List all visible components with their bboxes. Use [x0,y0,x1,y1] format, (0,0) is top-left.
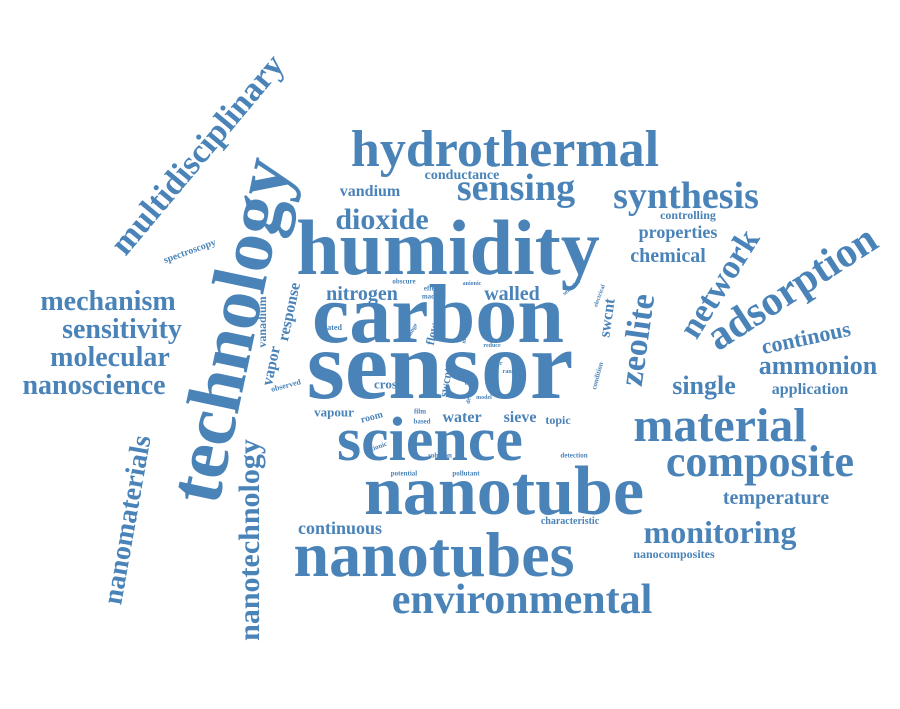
word-swcnt: swcnt [597,298,618,339]
word-nitrogen: nitrogen [326,284,398,304]
word-related: related [318,324,342,332]
word-controlling: controlling [660,209,716,221]
word-topic: topic [545,414,570,426]
word-molecular: molecular [50,344,170,372]
word-sensitivity: sensitivity [62,316,182,344]
word-dioxide: dioxide [335,205,428,235]
word-composite: composite [666,440,854,484]
word-vapour: vapour [314,406,354,419]
word-obscure: obscure [392,279,415,286]
word-nanoscience: nanoscience [22,372,165,400]
word-clcb: clcb [465,381,475,387]
word-temperature: temperature [723,488,829,508]
word-reduce: reduce [483,343,500,349]
word-layer: layer [490,361,503,367]
word-vanadium: vanadium [256,296,268,347]
word-film: film [414,409,426,416]
word-monitoring: monitoring [644,516,797,548]
word-range: range [503,369,518,375]
word-properties: properties [639,223,718,241]
word-conductance: conductance [425,169,500,183]
word-environmental: environmental [392,579,653,621]
word-mechanism: mechanism [40,288,175,316]
word-application: application [772,382,848,398]
word-cross: cross [374,378,402,391]
word-nanomaterials: nanomaterials [99,433,156,606]
word-detection: detection [560,453,587,460]
word-based: based [413,419,430,426]
word-water: water [442,410,481,426]
word-chemical: chemical [630,246,706,266]
word-nanotechnology: nanotechnology [235,439,265,641]
word-zeolite: zeolite [615,292,662,388]
word-continuous: continuous [298,519,382,537]
word-walled: walled [484,284,540,304]
word-single: single [672,373,736,399]
word-nanocomposites: nanocomposites [633,548,714,560]
word-characteristic: characteristic [541,517,599,527]
word-anionic: anionic [463,281,482,287]
word-vandium: vandium [340,184,400,200]
word-pollutant: pollutant [452,471,479,478]
word-effect: effect [424,286,440,293]
word-sieve: sieve [504,410,537,426]
word-solution: solution [428,453,452,460]
word-made: made [422,294,438,301]
word-level: level [460,353,472,359]
word-potential: potential [391,471,417,478]
word-condition: condition [591,362,605,391]
word-ammonion: ammonion [759,353,877,379]
word-model: model [476,395,492,401]
